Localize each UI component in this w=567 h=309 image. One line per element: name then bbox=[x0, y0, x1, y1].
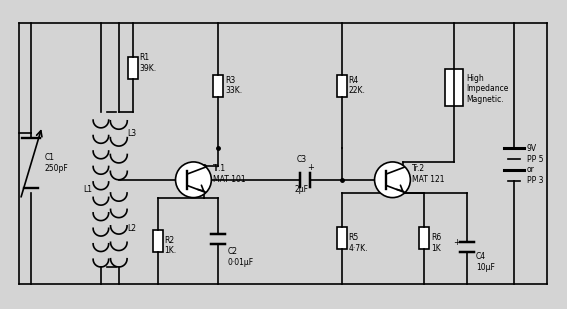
Bar bbox=[420, 227, 429, 249]
Text: L2: L2 bbox=[127, 224, 136, 233]
Text: C2
0·01μF: C2 0·01μF bbox=[227, 247, 253, 267]
Bar bbox=[128, 57, 138, 79]
Text: L1: L1 bbox=[83, 185, 92, 194]
Text: C4
10μF: C4 10μF bbox=[476, 252, 495, 272]
Text: 2μF: 2μF bbox=[295, 185, 309, 194]
Text: R2
1K.: R2 1K. bbox=[164, 236, 177, 255]
Circle shape bbox=[375, 162, 411, 198]
Text: R4
22K.: R4 22K. bbox=[349, 76, 366, 95]
Text: R3
33K.: R3 33K. bbox=[225, 76, 243, 95]
Text: L3: L3 bbox=[127, 129, 136, 138]
Bar bbox=[337, 75, 346, 96]
Bar bbox=[445, 69, 463, 106]
Circle shape bbox=[176, 162, 211, 198]
Text: 9V
PP 5
or
PP 3: 9V PP 5 or PP 3 bbox=[527, 144, 543, 184]
Bar bbox=[213, 75, 223, 96]
Text: C3: C3 bbox=[297, 155, 307, 164]
Text: C1
250pF: C1 250pF bbox=[44, 153, 68, 173]
Text: R6
1K: R6 1K bbox=[431, 234, 442, 253]
Text: Tr.1
MAT 101: Tr.1 MAT 101 bbox=[213, 164, 246, 184]
Text: High
Impedance
Magnetic.: High Impedance Magnetic. bbox=[466, 74, 509, 104]
Text: R1
39K.: R1 39K. bbox=[139, 53, 157, 73]
Text: R5
4·7K.: R5 4·7K. bbox=[349, 234, 368, 253]
Text: +: + bbox=[307, 163, 314, 172]
Bar bbox=[337, 227, 346, 249]
Text: Tr.2
MAT 121: Tr.2 MAT 121 bbox=[412, 164, 445, 184]
Text: +: + bbox=[453, 238, 460, 247]
Bar bbox=[153, 230, 163, 252]
